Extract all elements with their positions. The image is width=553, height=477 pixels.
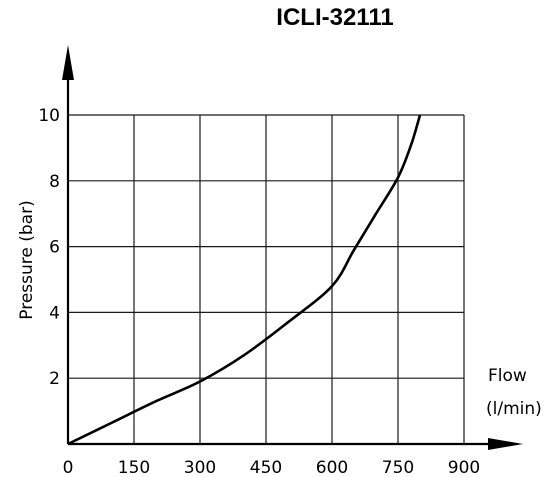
- x-tick-label-300: 300: [184, 458, 216, 477]
- x-tick-label-750: 750: [382, 458, 414, 477]
- x-tick-label-0: 0: [63, 458, 74, 477]
- x-tick-label-150: 150: [118, 458, 150, 477]
- chart-title: ICLI-32111: [276, 4, 394, 31]
- y-axis-label: Pressure (bar): [17, 200, 37, 319]
- grid: [68, 114, 465, 444]
- x-axis-arrow: [488, 438, 523, 450]
- x-tick-labels: 0 150 300 450 600 750 900: [63, 458, 481, 477]
- series-group: [67, 114, 422, 446]
- x-axis-label-line1: Flow: [488, 366, 527, 386]
- x-axis-label-line2: (l/min): [486, 399, 542, 419]
- x-tick-label-900: 900: [448, 458, 480, 477]
- axes: [62, 45, 523, 450]
- series-line-0: [67, 114, 422, 446]
- y-tick-label-8: 8: [49, 172, 60, 192]
- y-tick-label-2: 2: [49, 369, 60, 389]
- y-tick-label-10: 10: [38, 106, 60, 126]
- x-tick-label-450: 450: [250, 458, 282, 477]
- y-tick-label-6: 6: [49, 238, 60, 258]
- x-tick-label-600: 600: [316, 458, 348, 477]
- y-tick-labels: 2 4 6 8 10: [38, 106, 60, 389]
- y-tick-label-4: 4: [49, 303, 60, 323]
- y-axis-arrow: [62, 45, 74, 80]
